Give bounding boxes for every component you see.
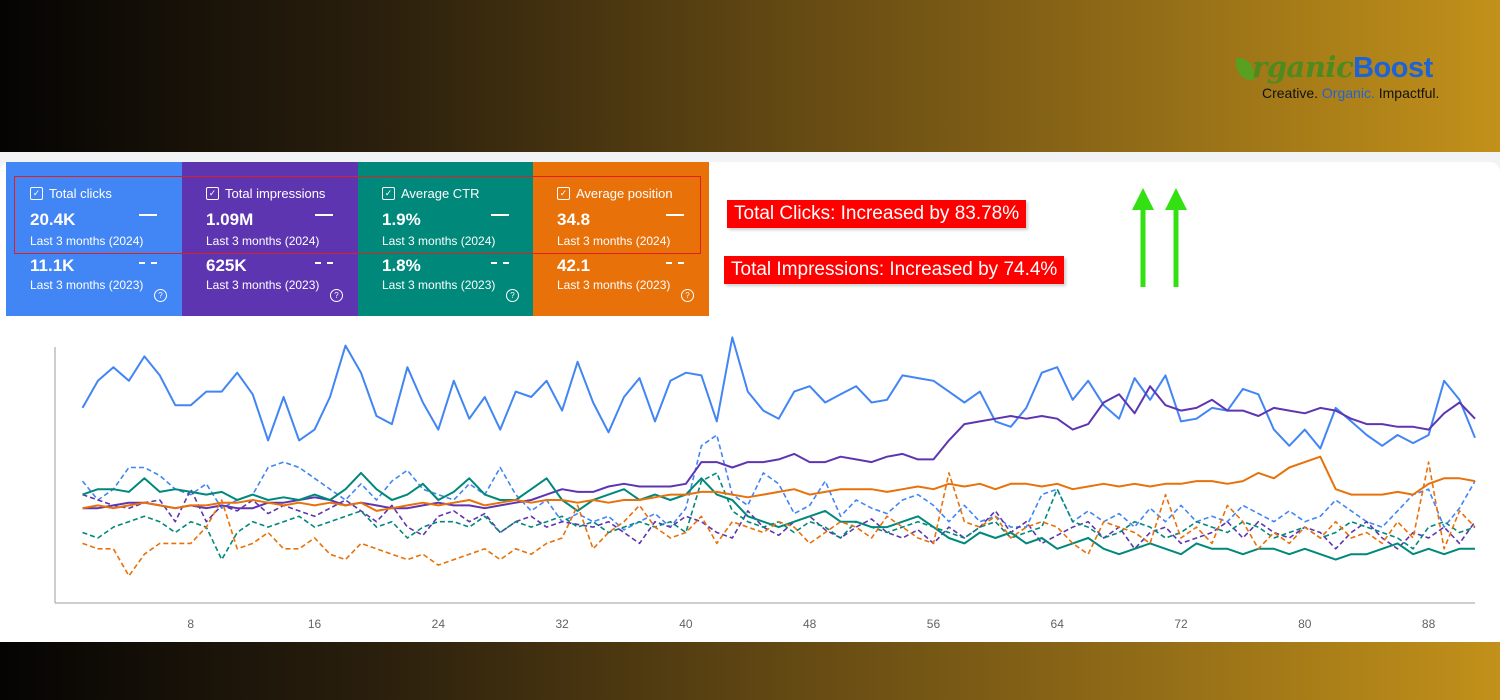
metric-value-2024: 20.4K [30, 210, 76, 229]
brand-logo: rganicBoost Creative. Organic. Impactful… [1236, 50, 1456, 102]
highlight-box [14, 176, 701, 254]
leaf-icon [1236, 58, 1254, 80]
checkbox-checked-icon[interactable]: ✓ [206, 187, 219, 200]
metric-period-2024: Last 3 months (2024) [206, 234, 320, 248]
dashed-line-legend [315, 262, 333, 264]
metric-value-2024: 34.8 [557, 210, 591, 229]
help-circle-icon[interactable]: ? [681, 289, 694, 302]
metric-label: Average CTR [401, 186, 480, 201]
series-line-average-position-2024[interactable] [82, 455, 1476, 512]
x-tick-label: 80 [1298, 617, 1312, 631]
x-tick-label: 64 [1051, 617, 1065, 631]
series-line-total-impressions-2023[interactable] [82, 488, 1476, 550]
search-performance-panel: ✓ Total clicks 20.4K Last 3 months (2024… [0, 152, 1500, 642]
series-line-average-ctr-2024[interactable] [82, 471, 1476, 561]
solid-line-legend [315, 214, 333, 216]
impressions-increase-callout: Total Impressions: Increased by 74.4% [724, 256, 1065, 284]
brand-name: rganicBoost [1236, 50, 1433, 85]
metric-value-2023: 42.1 [557, 256, 591, 275]
x-tick-label: 24 [432, 617, 446, 631]
metric-header[interactable]: ✓ Average CTR [382, 186, 480, 201]
x-tick-label: 56 [927, 617, 941, 631]
metric-card-average-position[interactable]: ✓ Average position 34.8 Last 3 months (2… [533, 162, 709, 316]
metric-period-2024: Last 3 months (2024) [30, 234, 144, 248]
metric-header[interactable]: ✓ Total clicks [30, 186, 112, 201]
metric-period-2023: Last 3 months (2023) [206, 278, 320, 292]
performance-chart: 8 16 24 32 40 48 56 64 72 80 88 [54, 336, 1476, 631]
series-line-total-clicks-2023[interactable] [81, 434, 1476, 531]
metric-value-2023: 1.8% [382, 256, 421, 275]
dashed-line-legend [666, 262, 684, 264]
metric-value-2023: 625K [206, 256, 247, 275]
checkbox-checked-icon[interactable]: ✓ [30, 187, 43, 200]
x-tick-label: 32 [555, 617, 569, 631]
x-tick-label: 48 [803, 617, 817, 631]
help-circle-icon[interactable]: ? [330, 289, 343, 302]
series-line-total-impressions-2024[interactable] [82, 385, 1476, 510]
brand-tagline: Creative. Organic. Impactful. [1262, 85, 1440, 101]
arrow-up-icon [1132, 188, 1154, 287]
series-line-average-ctr-2023[interactable] [82, 472, 1476, 561]
series-line-total-clicks-2024[interactable] [81, 336, 1476, 450]
metric-value-2023: 11.1K [30, 256, 75, 275]
metric-label: Total clicks [49, 186, 112, 201]
metric-card-average-ctr[interactable]: ✓ Average CTR 1.9% Last 3 months (2024) … [358, 162, 534, 316]
series-line-average-position-2023[interactable] [82, 461, 1476, 577]
dashed-line-legend [491, 262, 509, 264]
help-circle-icon[interactable]: ? [154, 289, 167, 302]
checkbox-checked-icon[interactable]: ✓ [557, 187, 570, 200]
checkbox-checked-icon[interactable]: ✓ [382, 187, 395, 200]
x-tick-label: 88 [1422, 617, 1436, 631]
x-tick-label: 72 [1174, 617, 1188, 631]
metric-value-2024: 1.09M [206, 210, 254, 229]
solid-line-legend [139, 214, 157, 216]
metric-value-2024: 1.9% [382, 210, 421, 229]
growth-arrows [1132, 188, 1187, 287]
metric-label: Total impressions [225, 186, 326, 201]
metric-card-total-impressions[interactable]: ✓ Total impressions 1.09M Last 3 months … [182, 162, 358, 316]
solid-line-legend [491, 214, 509, 216]
metric-period-2023: Last 3 months (2023) [557, 278, 671, 292]
metric-period-2023: Last 3 months (2023) [382, 278, 496, 292]
metric-period-2023: Last 3 months (2023) [30, 278, 144, 292]
metric-period-2024: Last 3 months (2024) [382, 234, 496, 248]
metric-period-2024: Last 3 months (2024) [557, 234, 671, 248]
metric-card-total-clicks[interactable]: ✓ Total clicks 20.4K Last 3 months (2024… [6, 162, 182, 316]
dashed-line-legend [139, 262, 157, 264]
x-tick-label: 40 [679, 617, 693, 631]
x-tick-label: 8 [187, 617, 194, 631]
metric-header[interactable]: ✓ Total impressions [206, 186, 325, 201]
arrow-up-icon [1165, 188, 1187, 287]
x-tick-label: 16 [308, 617, 322, 631]
solid-line-legend [666, 214, 684, 216]
metric-label: Average position [576, 186, 673, 201]
clicks-increase-callout: Total Clicks: Increased by 83.78% [727, 200, 1027, 228]
metric-header[interactable]: ✓ Average position [557, 186, 673, 201]
help-circle-icon[interactable]: ? [506, 289, 519, 302]
